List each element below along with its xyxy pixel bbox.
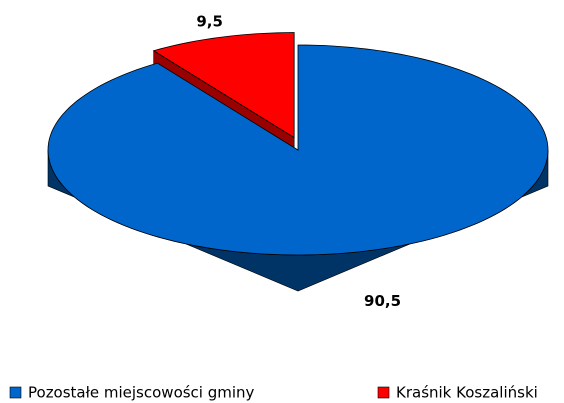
slice: [152, 32, 295, 139]
legend-label: Kraśnik Koszaliński: [396, 384, 538, 402]
data-label: 9,5: [196, 13, 223, 31]
data-label: 90,5: [364, 292, 401, 310]
legend-label: Pozostałe miejscowości gminy: [28, 384, 255, 402]
legend-swatch: [377, 386, 390, 399]
legend-swatch: [9, 386, 22, 399]
slice: [47, 44, 549, 256]
